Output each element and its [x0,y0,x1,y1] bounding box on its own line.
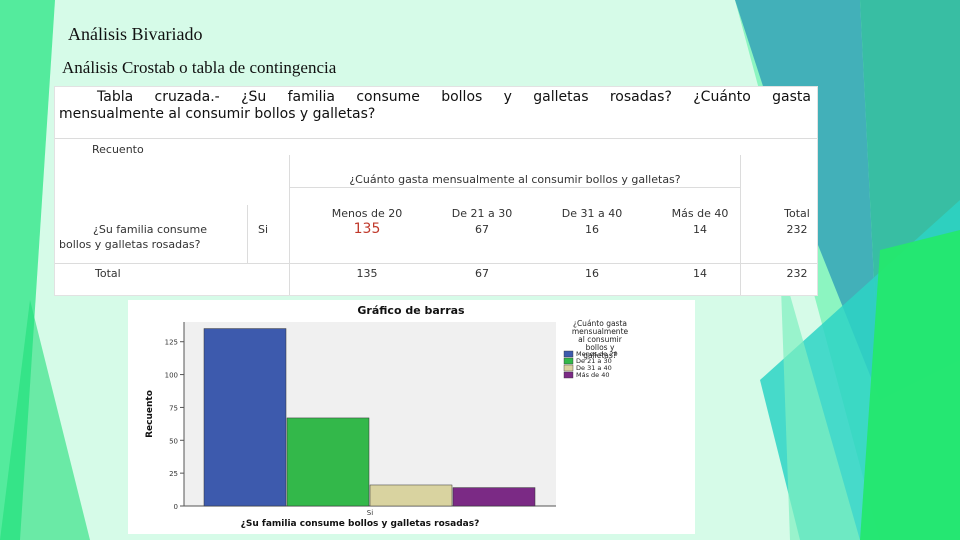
y-tick-label: 25 [169,470,178,478]
col-header-total: Total [784,207,810,220]
bar-chart: Gráfico de barras 0 25 50 75 100 125 Recuento Si… [128,300,695,534]
x-axis-label: ¿Su familia consume bollos y galletas ro… [241,519,480,529]
y-tick-label: 125 [165,339,178,347]
y-tick-label: 100 [165,372,178,380]
crosstab-panel: Tabla cruzada.- ¿Su familia consume boll… [54,86,818,296]
cell-total-21-30: 67 [475,267,489,280]
col-header-21-30: De 21 a 30 [451,207,513,220]
row-header-line-2: bollos y galletas rosadas? [59,238,201,251]
divider [55,138,817,139]
divider [289,155,290,295]
bar-chart-svg: Gráfico de barras 0 25 50 75 100 125 Recuento Si… [145,304,629,529]
legend-swatch-3 [563,364,574,372]
divider [289,187,741,188]
x-tick-label: Si [367,509,373,517]
legend-entry-3: De 31 a 40 [576,364,612,372]
cell-si-total: 232 [786,223,808,236]
y-tick-label: 0 [174,503,178,511]
slide-subtitle: Análisis Crostab o tabla de contingencia [62,58,337,77]
legend-swatch-1 [563,350,574,358]
legend-swatch-2 [563,357,574,365]
divider [247,205,248,263]
y-axis-label: Recuento [145,390,155,438]
legend-title-line: mensualmente [572,327,629,336]
bar-3 [369,484,453,507]
cell-si-21-30: 67 [475,223,489,236]
cell-si-mas-40: 14 [693,223,707,236]
slide-title: Análisis Bivariado [68,24,203,44]
col-header-mas-40: Más de 40 [671,207,729,220]
legend-title-line: bollos y [586,343,615,352]
legend-entry-4: Más de 40 [576,371,610,379]
crosstab-title-line-2: mensualmente al consumir bollos y gallet… [59,106,376,122]
legend-title-line: al consumir [578,335,623,344]
legend-swatch-4 [563,371,574,379]
cell-total-mas-40: 14 [693,267,707,280]
row-header-line-1: ¿Su familia consume [93,223,207,236]
col-header-31-40: De 31 a 40 [561,207,623,220]
count-label: Recuento [92,143,144,156]
legend-title-line: ¿Cuánto gasta [573,319,627,328]
cell-si-menos-20: 135 [353,221,381,237]
divider [55,263,817,264]
cell-total-total: 232 [786,267,808,280]
chart-title: Gráfico de barras [357,304,465,317]
bar-4 [452,487,536,507]
cell-total-31-40: 16 [585,267,599,280]
divider [740,155,741,295]
cell-si-31-40: 16 [585,223,599,236]
row-value-si: Si [258,223,269,236]
bar-2 [286,417,370,507]
legend-title-line: galletas? [583,351,617,360]
column-header: ¿Cuánto gasta mensualmente al consumir b… [349,173,681,186]
y-tick-label: 50 [169,437,178,445]
y-tick-label: 75 [169,404,178,412]
cell-total-menos-20: 135 [356,267,378,280]
bar-1 [203,328,287,507]
legend-entry-1: Menos de 20 [576,350,618,358]
total-row-label: Total [95,267,121,280]
legend-entry-2: De 21 a 30 [576,357,612,365]
crosstab-title-line-1: Tabla cruzada.- ¿Su familia consume boll… [97,89,811,105]
col-header-menos-20: Menos de 20 [331,207,403,220]
